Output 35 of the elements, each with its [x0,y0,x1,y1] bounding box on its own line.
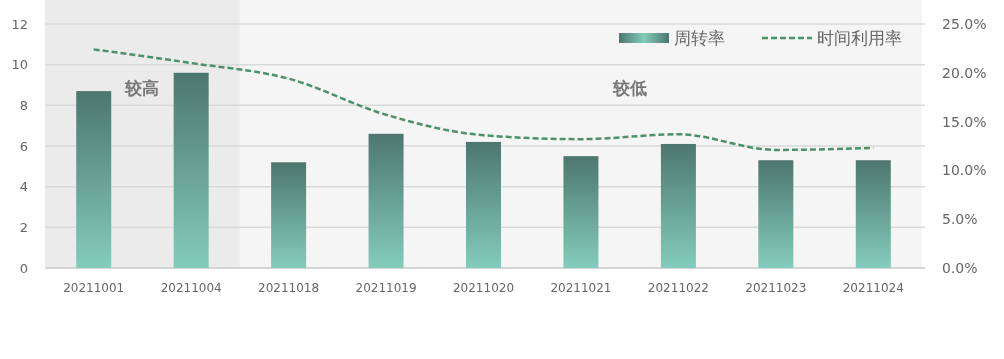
y2-tick-label: 10.0% [942,162,987,179]
bar [758,160,794,268]
y-tick-label: 10 [11,57,28,73]
y2-tick-label: 5.0% [942,211,978,228]
bar [271,162,307,268]
legend-label: 时间利用率 [817,27,902,48]
y-tick-label: 6 [19,138,28,154]
legend-label: 周转率 [674,27,725,48]
y2-tick-label: 15.0% [942,113,987,130]
x-tick-label: 20211021 [550,281,612,295]
bar [368,133,404,268]
x-tick-label: 20211023 [745,281,807,295]
x-tick-label: 20211019 [355,281,417,295]
band-label: 较低 [611,78,647,98]
bar [466,141,501,268]
x-tick-label: 20211022 [647,281,709,295]
bar [563,156,599,268]
y2-tick-label: 25.0% [942,15,987,32]
y-tick-label: 2 [19,219,28,235]
bar [76,91,112,268]
x-tick-label: 20211024 [842,281,904,295]
bar [173,72,209,268]
bar [855,160,891,268]
y2-tick-label: 20.0% [942,64,987,81]
y-tick-label: 4 [19,179,28,195]
band-label: 较高 [124,78,160,98]
x-tick-label: 20211020 [452,281,515,295]
bar [660,143,696,268]
y-tick-label: 0 [19,260,28,276]
y-tick-label: 12 [11,16,28,32]
x-tick-label: 20211018 [258,281,320,295]
y-tick-label: 8 [19,97,28,113]
y2-tick-label: 0.0% [942,259,978,276]
x-tick-label: 20211004 [160,281,222,295]
x-tick-label: 20211001 [63,281,125,295]
